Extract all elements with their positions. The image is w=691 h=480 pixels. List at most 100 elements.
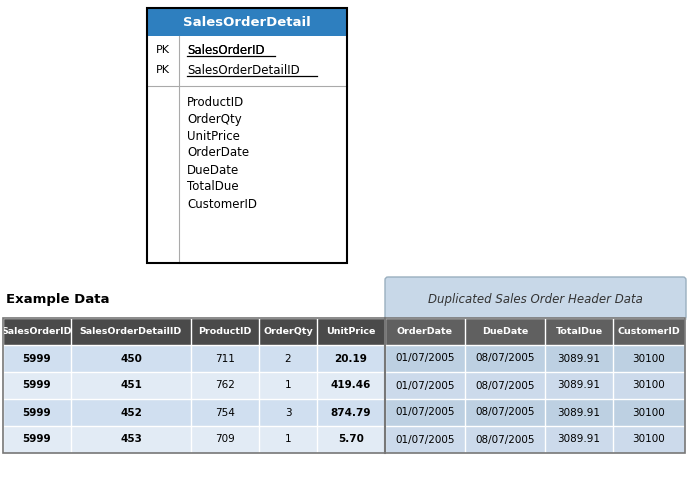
FancyBboxPatch shape xyxy=(613,372,685,399)
FancyBboxPatch shape xyxy=(191,345,259,372)
Text: 452: 452 xyxy=(120,408,142,418)
FancyBboxPatch shape xyxy=(317,318,385,345)
FancyBboxPatch shape xyxy=(3,318,71,345)
Text: 20.19: 20.19 xyxy=(334,353,368,363)
Text: UnitPrice: UnitPrice xyxy=(187,130,240,143)
FancyBboxPatch shape xyxy=(613,345,685,372)
FancyBboxPatch shape xyxy=(385,372,465,399)
FancyBboxPatch shape xyxy=(317,399,385,426)
Text: 754: 754 xyxy=(215,408,235,418)
Text: OrderQty: OrderQty xyxy=(263,327,313,336)
Text: TotalDue: TotalDue xyxy=(187,180,238,193)
Text: 08/07/2005: 08/07/2005 xyxy=(475,381,535,391)
Text: 453: 453 xyxy=(120,434,142,444)
Text: TotalDue: TotalDue xyxy=(556,327,603,336)
Text: 3089.91: 3089.91 xyxy=(558,408,600,418)
FancyBboxPatch shape xyxy=(465,318,545,345)
FancyBboxPatch shape xyxy=(545,372,613,399)
FancyBboxPatch shape xyxy=(385,345,465,372)
Text: SalesOrderID: SalesOrderID xyxy=(187,44,265,57)
Text: DueDate: DueDate xyxy=(482,327,528,336)
Text: 874.79: 874.79 xyxy=(331,408,371,418)
Text: PK: PK xyxy=(156,45,170,55)
FancyBboxPatch shape xyxy=(71,426,191,453)
Text: 08/07/2005: 08/07/2005 xyxy=(475,434,535,444)
FancyBboxPatch shape xyxy=(317,372,385,399)
Text: PK: PK xyxy=(156,65,170,75)
FancyBboxPatch shape xyxy=(3,345,71,372)
FancyBboxPatch shape xyxy=(191,372,259,399)
Text: SalesOrderDetail: SalesOrderDetail xyxy=(183,15,311,28)
FancyBboxPatch shape xyxy=(613,318,685,345)
FancyBboxPatch shape xyxy=(147,8,347,36)
Text: Example Data: Example Data xyxy=(6,293,109,307)
FancyBboxPatch shape xyxy=(259,318,317,345)
FancyBboxPatch shape xyxy=(545,318,613,345)
Text: 08/07/2005: 08/07/2005 xyxy=(475,353,535,363)
FancyBboxPatch shape xyxy=(385,399,465,426)
Text: 5999: 5999 xyxy=(23,434,51,444)
Text: 3: 3 xyxy=(285,408,292,418)
Text: SalesOrderID: SalesOrderID xyxy=(187,44,265,57)
Text: 419.46: 419.46 xyxy=(331,381,371,391)
FancyBboxPatch shape xyxy=(71,318,191,345)
Text: Duplicated Sales Order Header Data: Duplicated Sales Order Header Data xyxy=(428,292,643,305)
Text: 30100: 30100 xyxy=(633,381,665,391)
FancyBboxPatch shape xyxy=(71,399,191,426)
Text: 450: 450 xyxy=(120,353,142,363)
FancyBboxPatch shape xyxy=(385,277,686,321)
Text: OrderQty: OrderQty xyxy=(187,112,242,125)
FancyBboxPatch shape xyxy=(545,345,613,372)
FancyBboxPatch shape xyxy=(465,345,545,372)
FancyBboxPatch shape xyxy=(259,372,317,399)
FancyBboxPatch shape xyxy=(613,399,685,426)
FancyBboxPatch shape xyxy=(71,345,191,372)
FancyBboxPatch shape xyxy=(3,426,71,453)
Text: 762: 762 xyxy=(215,381,235,391)
Text: 01/07/2005: 01/07/2005 xyxy=(395,434,455,444)
Text: 5.70: 5.70 xyxy=(338,434,364,444)
Text: SalesOrderDetailID: SalesOrderDetailID xyxy=(187,63,300,76)
Text: 2: 2 xyxy=(285,353,292,363)
FancyBboxPatch shape xyxy=(259,426,317,453)
FancyBboxPatch shape xyxy=(3,399,71,426)
Text: 08/07/2005: 08/07/2005 xyxy=(475,408,535,418)
Text: 5999: 5999 xyxy=(23,381,51,391)
Text: 30100: 30100 xyxy=(633,353,665,363)
Text: ProductID: ProductID xyxy=(187,96,244,108)
Text: 01/07/2005: 01/07/2005 xyxy=(395,353,455,363)
FancyBboxPatch shape xyxy=(385,318,465,345)
Text: 01/07/2005: 01/07/2005 xyxy=(395,381,455,391)
Text: ProductID: ProductID xyxy=(198,327,252,336)
Text: SalesOrderID: SalesOrderID xyxy=(2,327,73,336)
Text: 01/07/2005: 01/07/2005 xyxy=(395,408,455,418)
FancyBboxPatch shape xyxy=(191,318,259,345)
FancyBboxPatch shape xyxy=(385,426,465,453)
FancyBboxPatch shape xyxy=(191,426,259,453)
FancyBboxPatch shape xyxy=(317,426,385,453)
Text: UnitPrice: UnitPrice xyxy=(326,327,376,336)
Text: 5999: 5999 xyxy=(23,353,51,363)
FancyBboxPatch shape xyxy=(191,399,259,426)
Text: SalesOrderDetailID: SalesOrderDetailID xyxy=(80,327,182,336)
Text: 30100: 30100 xyxy=(633,408,665,418)
Text: DueDate: DueDate xyxy=(187,164,239,177)
Text: 3089.91: 3089.91 xyxy=(558,353,600,363)
FancyBboxPatch shape xyxy=(71,372,191,399)
FancyBboxPatch shape xyxy=(545,399,613,426)
Text: 709: 709 xyxy=(215,434,235,444)
Text: CustomerID: CustomerID xyxy=(187,197,257,211)
Text: CustomerID: CustomerID xyxy=(618,327,681,336)
Text: OrderDate: OrderDate xyxy=(187,146,249,159)
FancyBboxPatch shape xyxy=(465,399,545,426)
FancyBboxPatch shape xyxy=(3,372,71,399)
FancyBboxPatch shape xyxy=(465,426,545,453)
Text: 3089.91: 3089.91 xyxy=(558,434,600,444)
Text: 5999: 5999 xyxy=(23,408,51,418)
Text: OrderDate: OrderDate xyxy=(397,327,453,336)
FancyBboxPatch shape xyxy=(317,345,385,372)
Text: 30100: 30100 xyxy=(633,434,665,444)
Text: 451: 451 xyxy=(120,381,142,391)
FancyBboxPatch shape xyxy=(147,36,347,263)
FancyBboxPatch shape xyxy=(465,372,545,399)
